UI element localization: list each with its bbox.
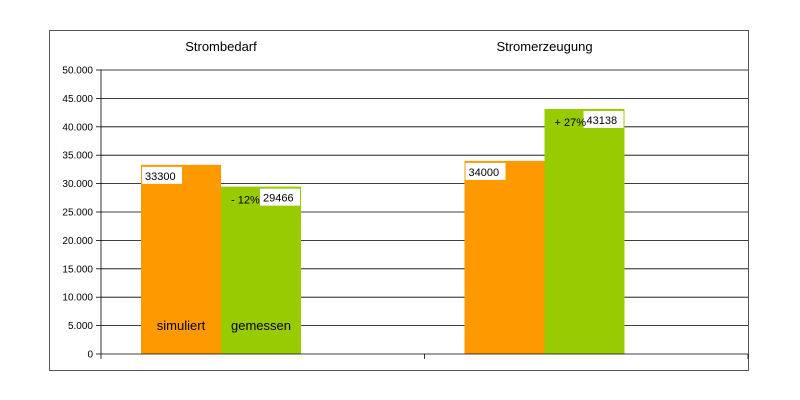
y-tick-label: 5.000 (68, 321, 93, 332)
category-title: Strombedarf (185, 39, 257, 54)
data-label-box (260, 188, 300, 206)
y-axis-ticks: 0 5.000 10.000 15.000 20.000 25.000 30.000 35.0… (62, 66, 93, 361)
y-tick-label: 50.000 (62, 66, 93, 77)
y-tick-label: 25.000 (62, 208, 93, 219)
data-label: 34000 (469, 167, 500, 179)
category-title: Stromerzeugung (496, 39, 592, 54)
data-label-box (142, 166, 182, 184)
percent-annotation: + 27% (555, 117, 587, 129)
y-tick-label: 45.000 (62, 94, 93, 105)
data-label: 29466 (263, 193, 294, 205)
percent-annotation: - 12% (231, 195, 260, 207)
y-tick-label: 20.000 (62, 236, 93, 247)
data-label-box (583, 110, 624, 128)
axes (96, 69, 749, 359)
y-tick-label: 0 (87, 350, 93, 361)
y-tick-label: 30.000 (62, 179, 93, 190)
bar-gemessen-1 (544, 108, 625, 354)
y-tick-label: 40.000 (62, 122, 93, 133)
y-tick-label: 35.000 (62, 151, 93, 162)
data-label: 33300 (145, 171, 176, 183)
labels: Strombedarf 33300 simuliert 29466- 12% gemes… (142, 39, 624, 333)
bar-simuliert-0 (141, 164, 221, 354)
data-label-box (465, 162, 506, 180)
series-label-simuliert: simuliert (157, 318, 206, 333)
bars (141, 108, 625, 354)
bar-simuliert-1 (464, 160, 545, 354)
data-label: 43138 (587, 115, 618, 127)
bar-gemessen-0 (221, 186, 301, 354)
y-tick-label: 10.000 (62, 293, 93, 304)
series-label-gemessen: gemessen (231, 318, 291, 333)
y-tick-label: 15.000 (62, 264, 93, 275)
